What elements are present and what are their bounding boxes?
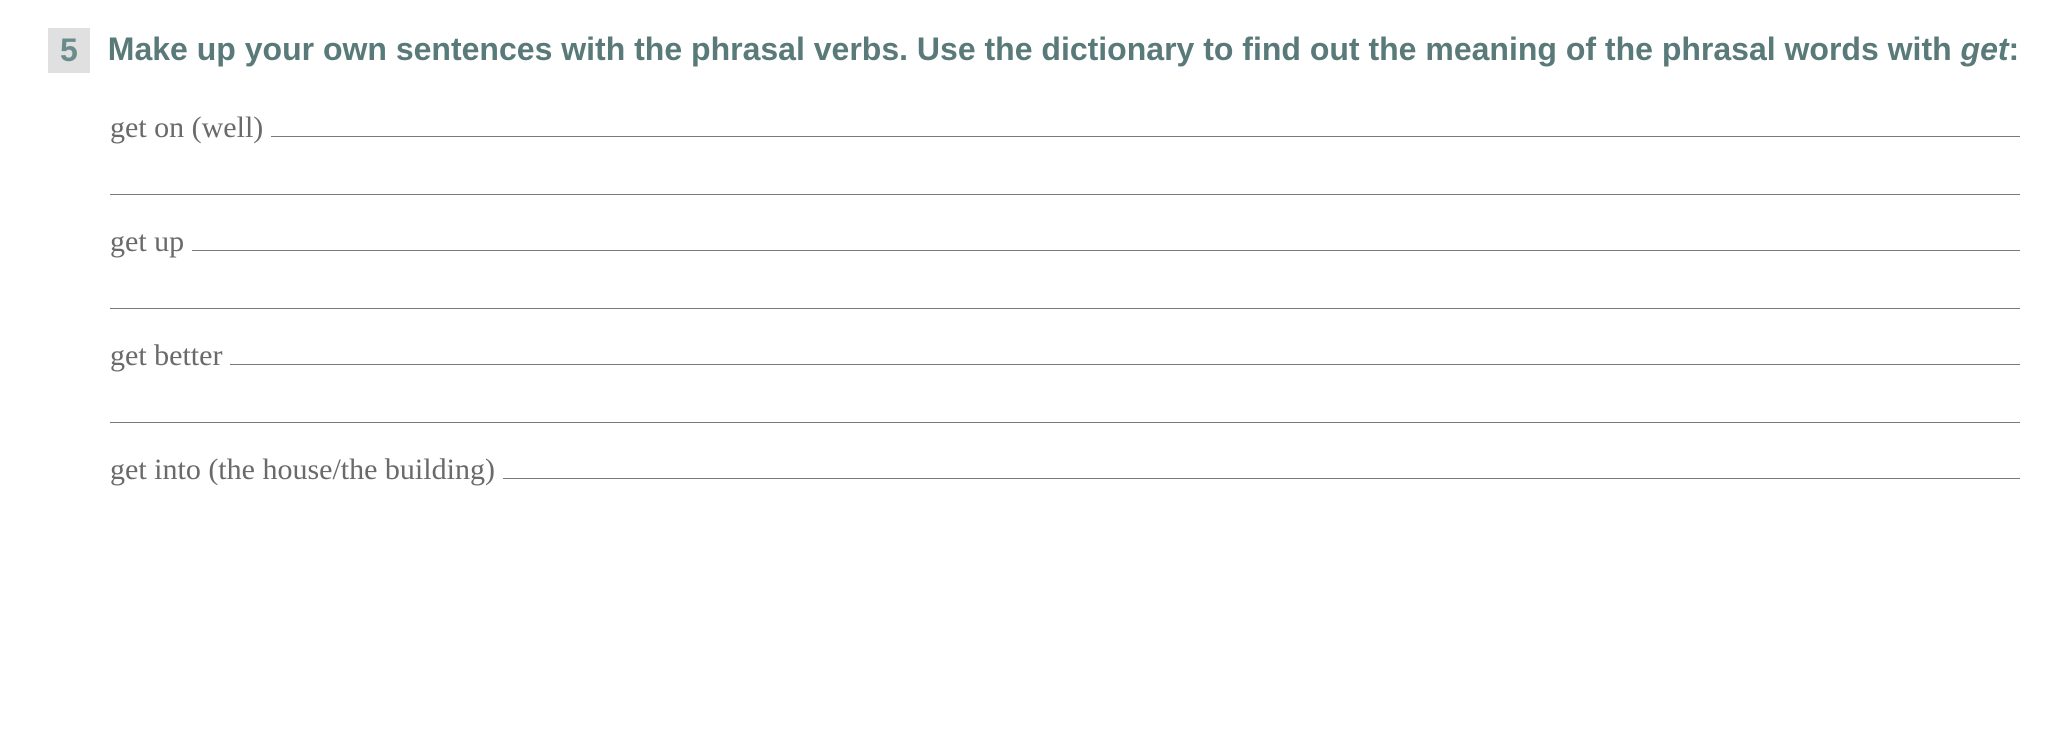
exercise-header: 5 Make up your own sentences with the ph…: [48, 28, 2020, 73]
phrasal-block-1: get on (well): [110, 105, 2020, 195]
phrasal-label-1: get on (well): [110, 111, 271, 145]
fill-line[interactable]: [230, 333, 2020, 365]
continuation-line[interactable]: [110, 271, 2020, 309]
fill-line[interactable]: [271, 105, 2020, 137]
exercise-instruction: Make up your own sentences with the phra…: [108, 28, 2019, 71]
instruction-text-part1: Make up your own sentences with the phra…: [108, 31, 1961, 67]
phrasal-row-1: get on (well): [110, 105, 2020, 145]
phrasal-label-2: get up: [110, 225, 192, 259]
phrasal-label-3: get better: [110, 339, 230, 373]
continuation-line[interactable]: [110, 385, 2020, 423]
phrasal-row-2: get up: [110, 219, 2020, 259]
continuation-line[interactable]: [110, 157, 2020, 195]
phrasal-row-3: get better: [110, 333, 2020, 373]
fill-line[interactable]: [192, 219, 2020, 251]
phrasal-label-4: get into (the house/the building): [110, 453, 503, 487]
phrasal-content: get on (well) get up get better get into…: [48, 105, 2020, 487]
phrasal-block-2: get up: [110, 219, 2020, 309]
instruction-text-part2: :: [2009, 31, 2020, 67]
instruction-italic: get: [1961, 31, 2009, 67]
phrasal-block-4: get into (the house/the building): [110, 447, 2020, 487]
exercise-number: 5: [48, 28, 90, 73]
phrasal-row-4: get into (the house/the building): [110, 447, 2020, 487]
fill-line[interactable]: [503, 447, 2020, 479]
phrasal-block-3: get better: [110, 333, 2020, 423]
